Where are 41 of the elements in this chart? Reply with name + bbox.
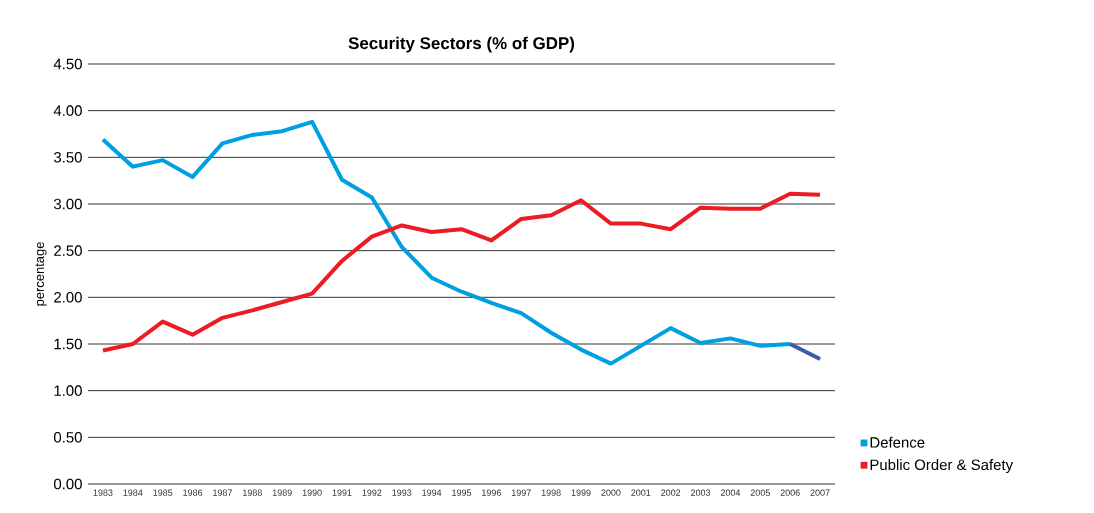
line-series xyxy=(100,119,793,366)
y-tick-label: 0.00 xyxy=(53,478,82,490)
chart-title: Security Sectors (% of GDP) xyxy=(348,36,575,53)
x-tick-label: 2003 xyxy=(691,489,711,496)
x-tick-label: 2002 xyxy=(661,489,681,496)
y-tick-label: 1.00 xyxy=(54,385,82,396)
x-tick-label: 1996 xyxy=(482,489,501,496)
x-tick-label: 2006 xyxy=(780,489,800,496)
x-tick-label: 2007 xyxy=(810,489,830,496)
x-tick-label: 1995 xyxy=(452,489,472,496)
x-tick-label: 1989 xyxy=(272,489,292,496)
y-tick-label: 4.00 xyxy=(53,105,82,116)
x-tick-label: 1993 xyxy=(392,489,412,496)
x-tick-label: 1985 xyxy=(153,489,173,496)
x-tick-label: 1990 xyxy=(302,489,322,496)
y-tick-label: 4.50 xyxy=(53,58,82,70)
legend-label: Public Order & Safety xyxy=(870,459,1014,474)
x-tick-label: 1988 xyxy=(243,489,262,496)
y-tick-label: 2.00 xyxy=(54,292,82,303)
x-tick-label: 2001 xyxy=(631,489,651,496)
x-tick-label: 1992 xyxy=(362,489,382,496)
y-axis-title: percentage xyxy=(35,242,47,306)
x-tick-label: 1983 xyxy=(93,489,113,496)
x-tick-label: 2005 xyxy=(750,489,770,496)
x-tick-label: 1997 xyxy=(511,489,531,496)
x-tick-label: 1994 xyxy=(422,489,442,496)
x-tick-label: 1987 xyxy=(213,489,232,496)
y-tick-label: 3.00 xyxy=(53,198,82,210)
x-tick-label: 1991 xyxy=(332,489,352,496)
x-tick-label: 2000 xyxy=(601,489,621,496)
y-tick-label: 1.50 xyxy=(54,338,82,350)
line-series xyxy=(100,191,823,353)
x-tick-label: 1999 xyxy=(571,489,591,496)
x-tick-label: 1998 xyxy=(541,489,561,496)
x-tick-label: 1984 xyxy=(123,489,143,496)
y-tick-label: 3.50 xyxy=(53,152,82,163)
y-tick-label: 0.50 xyxy=(53,432,82,443)
x-tick-label: 1986 xyxy=(183,489,203,496)
legend-label: Defence xyxy=(870,436,925,448)
y-tick-label: 2.50 xyxy=(54,245,82,256)
x-tick-label: 2004 xyxy=(720,489,741,496)
